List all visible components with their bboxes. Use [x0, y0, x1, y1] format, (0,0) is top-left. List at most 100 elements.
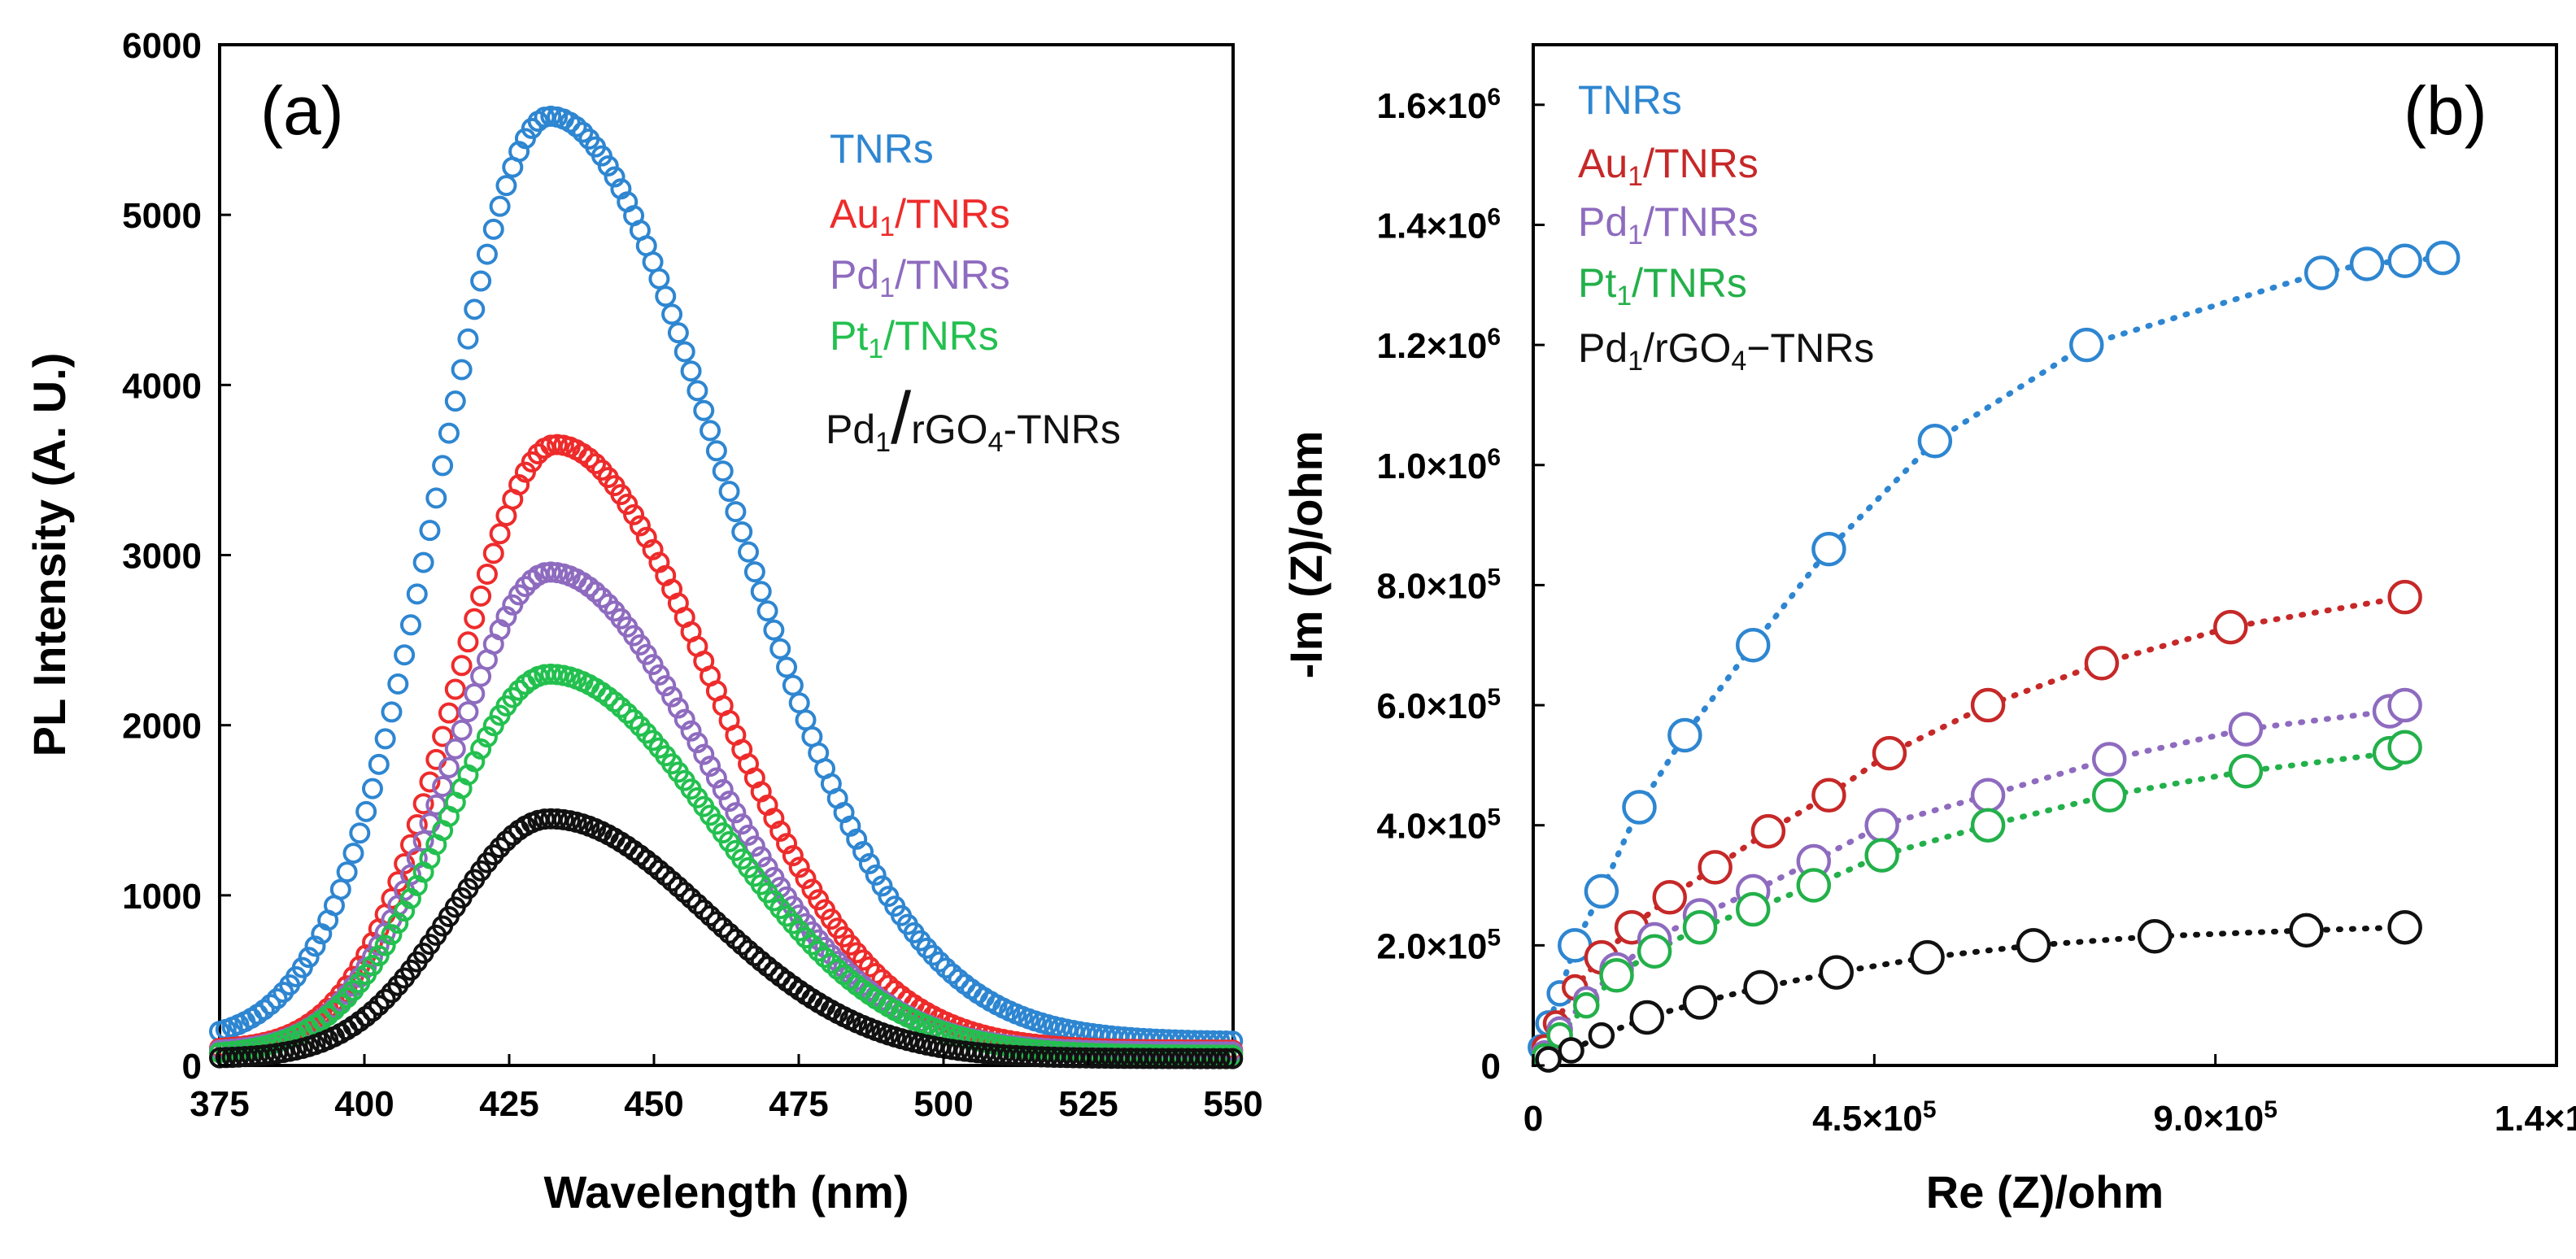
- panel-a-point: [444, 390, 466, 412]
- panel-a-point: [814, 947, 836, 969]
- panel-a-point: [700, 420, 721, 442]
- panel-a-point: [795, 927, 817, 949]
- panel-a-point: [394, 853, 416, 875]
- panel-b-y-tick-label: 4.0×105: [1377, 804, 1502, 847]
- panel-a-point: [846, 828, 868, 850]
- panel-a-point: [464, 298, 486, 320]
- panel-a-point: [495, 830, 517, 852]
- panel-a-point: [852, 841, 874, 863]
- panel-a-point: [1215, 1048, 1237, 1069]
- panel-a-point: [470, 738, 492, 760]
- panel-a-point: [482, 218, 504, 240]
- panel-a-point: [482, 715, 504, 737]
- panel-a-point: [712, 460, 734, 482]
- panel-a-point: [865, 864, 887, 886]
- panel-a-point: [788, 856, 810, 878]
- panel-a-point: [655, 675, 677, 697]
- panel-a-y-ticks: 0 1000 2000 3000 4000 5000 6000: [122, 26, 231, 1087]
- panel-a-series-0: [209, 105, 1244, 1052]
- panel-b-point: [1864, 808, 1899, 843]
- panel-a-point: [489, 195, 511, 217]
- panel-a-point: [368, 934, 390, 956]
- panel-a-point: [718, 791, 740, 812]
- panel-b-plot-frame: [1532, 43, 2558, 1067]
- panel-a-point: [355, 1005, 377, 1027]
- panel-a-point: [725, 928, 747, 950]
- panel-a-point: [329, 878, 351, 900]
- panel-b-x-ticks: 0 4.5×105 9.0×105 1.4×106: [1523, 1054, 2576, 1139]
- panel-a-x-ticks: 375 400 425 450 475 500 525 550: [190, 1054, 1263, 1124]
- panel-b-legend-entry: Pt1/TNRs: [1578, 260, 1747, 311]
- panel-a-x-tick-label: 450: [624, 1084, 683, 1124]
- panel-a-point: [578, 447, 600, 469]
- panel-b-legend-entry: Pd1/TNRs: [1578, 199, 1759, 250]
- panel-a-point: [769, 638, 791, 660]
- panel-a-point: [355, 800, 377, 822]
- panel-a-point: [368, 995, 390, 1017]
- panel-a-point: [725, 501, 747, 523]
- panel-a-point: [743, 561, 765, 583]
- panel-b-point: [1811, 531, 1846, 567]
- panel-b-point: [2228, 712, 2264, 747]
- panel-b-point: [1682, 985, 1718, 1020]
- panel-a-point: [406, 583, 428, 605]
- panel-a-point: [464, 682, 486, 704]
- panel-b-point: [1735, 627, 1771, 663]
- panel-b-legend: TNRs Au1/TNRs Pd1/TNRs Pt1/TNRs Pd1/rGO4−TNR…: [1578, 77, 1874, 377]
- panel-a-point: [750, 581, 772, 603]
- panel-a-point: [412, 830, 434, 852]
- panel-a-point: [259, 994, 281, 1016]
- panel-a-point: [858, 852, 880, 874]
- panel-a-point: [680, 720, 702, 742]
- panel-a-point: [317, 1004, 339, 1026]
- panel-a-point: [349, 822, 371, 844]
- panel-a-point: [342, 843, 364, 865]
- panel-b-point: [2425, 240, 2460, 276]
- panel-b-point: [1819, 955, 1854, 990]
- panel-b-series-line-4: [1545, 924, 2408, 1063]
- panel-b-point: [2387, 579, 2422, 615]
- panel-a-point: [368, 945, 390, 967]
- panel-a-y-axis-label: PL Intensity (A. U.): [24, 353, 75, 757]
- panel-a-point: [623, 503, 645, 525]
- panel-b-point: [2084, 646, 2120, 681]
- panel-a-point: [743, 945, 765, 967]
- panel-a-point: [514, 576, 536, 598]
- panel-b-point: [2228, 754, 2264, 789]
- panel-b-y-tick-label: 1.6×106: [1377, 83, 1502, 126]
- panel-a-point: [419, 520, 441, 542]
- panel-a-point: [438, 756, 460, 778]
- panel-a-point: [451, 719, 473, 741]
- panel-b-point: [2304, 255, 2339, 290]
- panel-a-point: [368, 753, 390, 775]
- panel-a-point: [399, 614, 421, 636]
- panel-a-point: [412, 551, 434, 573]
- panel-a-point: [419, 771, 441, 793]
- panel-a-point: [743, 835, 765, 857]
- panel-a-point: [482, 542, 504, 564]
- panel-a-point: [795, 868, 817, 890]
- panel-a-legend-entry: Au1/TNRs: [830, 191, 1010, 242]
- panel-b-point: [2349, 246, 2385, 281]
- panel-a-point: [412, 793, 434, 815]
- panel-a-legend-entry: Pd1/rGO4-TNRs: [826, 378, 1121, 460]
- panel-a-point: [731, 813, 753, 835]
- panel-b-point: [1970, 808, 2006, 843]
- panel-a-point: [585, 453, 607, 475]
- panel-a-point: [700, 905, 721, 927]
- panel-a-point: [470, 585, 492, 607]
- panel-b-point: [2091, 778, 2127, 813]
- panel-a-point: [826, 958, 848, 980]
- panel-a-x-axis-label: Wavelength (nm): [543, 1166, 909, 1218]
- panel-b-series-line-2: [1541, 702, 2408, 1056]
- panel-a-point: [718, 481, 740, 503]
- panel-a-point: [763, 619, 785, 641]
- panel-a-point: [731, 934, 753, 956]
- panel-a-point: [808, 940, 830, 962]
- panel-a-point: [642, 251, 664, 273]
- panel-b-point: [1682, 909, 1718, 945]
- panel-b-point: [1970, 778, 2006, 813]
- panel-a-series-4: [209, 808, 1244, 1069]
- panel-a-point: [432, 455, 454, 477]
- panel-a-point: [387, 913, 409, 934]
